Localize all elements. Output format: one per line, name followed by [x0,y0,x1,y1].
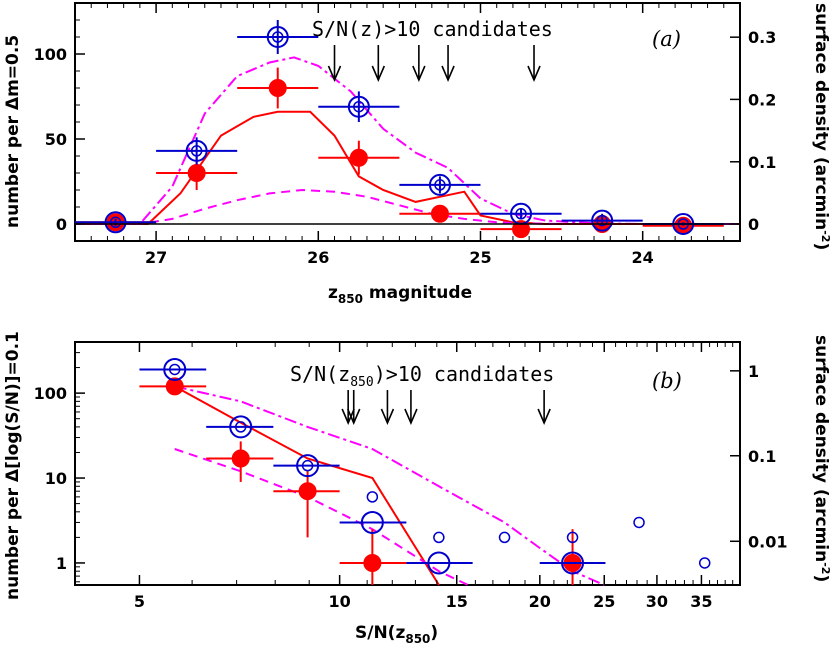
panel-b-blue-small-point [234,421,247,433]
panel-a-arrow-head [441,65,455,83]
panel-b-ytick-label: 1 [56,554,67,573]
panel-a-ytick-label: 0 [56,215,67,234]
panel-a-blue-inner [190,145,203,157]
panel-b-ytick-label: 10 [45,469,67,488]
panel-b-xtick-label: 35 [690,592,712,611]
panel-b-y2tick-label: 1 [748,362,759,381]
panel-a-y2tick-label: 0 [748,215,759,234]
panel-a-red-point [430,204,449,223]
panel-b-blue-small-point [633,516,645,529]
panel-b-blue-point [229,415,253,439]
panel-a-points [75,20,724,239]
panel-b-red-point [363,553,382,572]
panel-b-blue-small-point [498,531,511,544]
panel-b-label: (b) [652,369,682,393]
panel-b-red-point [298,482,317,501]
panel-a-curve-magenta-dashed [75,188,740,225]
panel-b-arrow-head [341,408,355,426]
panel-a-curves [75,56,740,225]
panel-a-blue-inner [353,100,365,113]
panel-b-annotation: S/N(z850)>10 candidates [290,362,554,390]
panel-b-blue-small-point [566,531,579,544]
panel-b-blue-small-point [168,363,181,376]
panel-b-blue-small-point [698,557,711,569]
panel-a-y2tick-label: 0.1 [748,153,776,172]
panel-a-arrow-head [412,65,426,83]
panel-b-xlabel: S/N(z850) [355,623,438,646]
panel-b-arrows [341,390,551,426]
panel-a-ylabel: number per Δm=0.5 [3,35,23,228]
panel-b-curve-magenta-dashed [174,448,469,586]
panel-b-blue-point [296,454,320,478]
panel-a-blue-point [104,211,127,234]
panel-b-arrow-head [346,408,361,426]
panel-b-blue-point [360,510,384,534]
panel-a-red-point [349,148,368,167]
panel-a-curve-magenta-dash-dot [75,56,740,225]
panel-a-arrow-head [527,65,541,83]
panel-a-arrows [327,45,541,83]
panel-b-arrow-head [537,408,551,426]
panel-b-frame [74,341,741,586]
panel-a-ytick-label: 50 [45,130,67,149]
panel-b-blue-point [163,357,187,381]
panel-b-arrow-head [380,408,395,426]
panel-a-blue-point [428,173,451,196]
panel-a-red-point [268,79,287,97]
panel-b-arrow-head [404,408,418,426]
panel-a-red-point [512,220,531,239]
panel-b-blue-small-point [366,491,379,503]
panel-a-y2tick-label: 0.3 [748,28,776,47]
panel-a-xtick-label: 27 [145,248,167,267]
panel-b-ytick-label: 100 [34,384,67,403]
panel-a-blue-point [185,139,208,162]
panel-b-curve-red-solid [174,385,440,586]
panel-a-blue-inner [109,216,122,229]
panel-a-ticks: 27 26 25 24 0 50 100 0 0.1 0.2 0.3 [34,2,776,267]
panel-a-arrow-head [371,65,386,83]
panel-a-blue-inner [271,31,284,43]
panel-b-curves [174,385,605,586]
panel-a-xtick-label: 24 [632,248,654,267]
panel-a-y2tick-label: 0.2 [748,90,776,109]
panel-a-blue-inner [434,179,446,191]
panel-b-blue-small-point [433,531,445,544]
panel-b-curve-magenta-dash-dot [174,385,605,586]
panel-a-blue-point [347,95,370,118]
panel-a-y2label: surface density (arcmin-2) [811,3,830,250]
panel-b-blue-small-point [301,459,314,472]
panel-b-points [139,357,711,585]
panel-a-blue-point [591,209,614,232]
panel-b-y2tick-label: 0.01 [748,532,787,551]
panel-b-xtick-label: 25 [593,592,615,611]
panel-b-xtick-label: 10 [328,592,350,611]
panel-b-y2tick-label: 0.1 [748,447,776,466]
panel-b-blue-point [427,551,451,575]
panel-a-xtick-label: 25 [469,248,491,267]
panel-a-blue-point [266,26,289,48]
panel-b-red-point [165,377,184,396]
panel-a-ytick-label: 100 [34,45,67,64]
panel-a-label: (a) [652,27,681,51]
panel-b-y2label: surface density (arcmin-2) [811,335,830,582]
panel-a-annotation: S/N(z)>10 candidates [312,17,553,41]
panel-b-xtick-label: 20 [529,592,551,611]
panel-b-red-point [231,449,250,468]
panel-b-xtick-label: 5 [134,592,145,611]
panel-a-arrow-head [327,65,342,83]
panel-b-ylabel: number per Δ[log(S/N)]=0.1 [3,331,23,600]
panel-b-xtick-label: 15 [446,592,468,611]
panel-a-blue-inner [596,214,608,227]
panel-a-xtick-label: 26 [307,248,329,267]
panel-b-blue-point [561,551,585,575]
panel-b-xtick-label: 30 [646,592,668,611]
panel-a-red-point [187,164,206,182]
panel-a-xlabel: z850 magnitude [328,283,472,306]
panel-a-blue-inner [515,208,527,220]
panel-b-ticks: 5 10 15 20 25 30 35 1 10 100 0.01 0.1 1 [34,341,787,611]
